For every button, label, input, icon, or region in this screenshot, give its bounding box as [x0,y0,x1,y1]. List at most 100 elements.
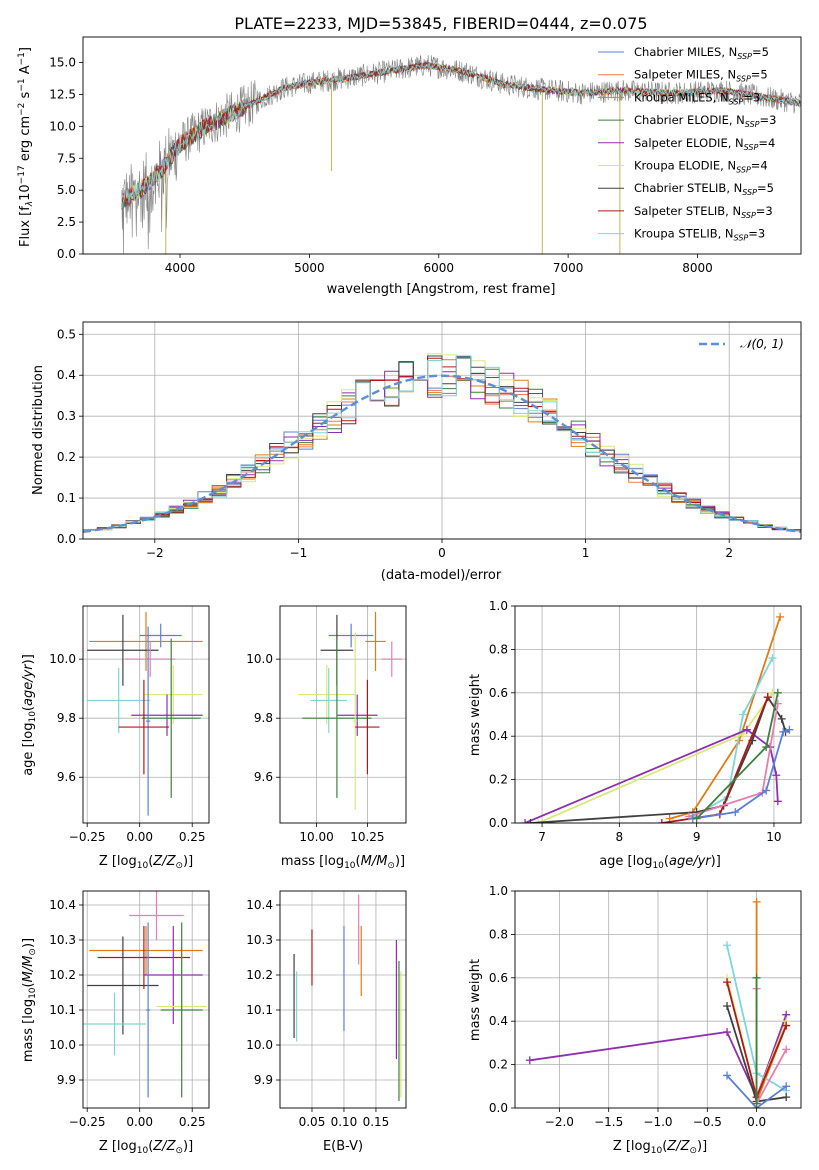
x-tick-label: 7 [538,830,546,844]
weight-marker [731,808,740,817]
model-fit-kroupa-stelib [121,62,801,210]
y-tick-label: 9.8 [254,711,273,725]
y-tick-label: 0.4 [489,1014,508,1028]
weight-marker [723,941,732,950]
series-group [293,894,402,1101]
x-tick-label: −1.0 [643,1115,672,1129]
weight-marker [762,743,771,752]
y-tick-label: 10.4 [246,898,273,912]
series-group [83,891,207,1098]
y-tick-label: 10.3 [49,933,76,947]
weight-marker [657,819,666,823]
y-tick-label: 9.9 [57,1073,76,1087]
y-tick-label: 0.0 [57,532,76,546]
y-tick-label: 10.0 [49,119,76,133]
weight-marker [742,725,751,734]
y-tick-label: 9.8 [57,711,76,725]
x-tick-label: 8 [616,830,624,844]
weight-vs-metallicity-panel: Z [log10(Z/Z⊙)] mass weight −2.0 −1.5 −1.0… [468,884,802,1156]
mass-vs-ebv-panel: E(B-V) 0.05 0.10 0.15 9.9 10.0 10.1 10.2 10.3 10… [246,890,407,1154]
weight-marker [776,612,785,621]
legend-label: Kroupa MILES, NSSP=3 [634,90,760,106]
y-tick-label: 0.0 [489,816,508,830]
mass-z-ylabel: mass [log10(M/M⊙)] [21,938,38,1062]
legend-label: Salpeter MILES, NSSP=5 [634,68,768,84]
y-tick-label: 1.0 [489,884,508,898]
observed-spectrum [121,55,801,254]
y-tick-label: 12.5 [49,87,76,101]
ebv-xlabel: E(B-V) [323,1139,363,1154]
mass-z-xlabel: Z [log10(Z/Z⊙)] [99,1139,193,1156]
x-tick-label: −0.5 [693,1115,722,1129]
axes-frame [82,605,210,824]
plot-area [83,322,801,540]
x-tick-label: 1 [582,546,590,560]
plot-area [121,55,801,254]
x-tick-label: 0.10 [331,1115,358,1129]
weight-age-ylabel: mass weight [468,674,483,756]
series-group [525,897,791,1108]
weight-marker [782,1093,791,1102]
weight-marker [779,727,788,736]
x-tick-label: 0.00 [126,1115,153,1129]
y-tick-label: 5.0 [57,183,76,197]
weight-marker [768,654,777,663]
y-tick-label: 2.5 [57,215,76,229]
weight-line [695,692,779,820]
weight-marker [772,771,781,780]
x-tick-label: 0.05 [299,1115,326,1129]
x-tick-label: 9 [693,830,701,844]
x-tick-label: 0.00 [126,830,153,844]
weight-vs-age-panel: age [log10(age/yr)] mass weight 7 8 9 10 0.0… [468,599,802,871]
weight-marker [526,819,535,823]
weight-z-xlabel: Z [log10(Z/Z⊙)] [613,1139,707,1156]
plot-area [83,891,209,1108]
y-tick-label: 10.1 [49,1003,76,1017]
y-tick-label: 0.1 [57,491,76,505]
y-tick-label: 0.5 [57,327,76,341]
residual-xlabel: (data-model)/error [381,568,502,583]
x-tick-label: 6000 [423,261,454,275]
series-group [121,55,801,254]
weight-age-xlabel: age [log10(age/yr)] [599,854,721,871]
spectrum-panel: wavelength [Angstrom, rest frame] Flux [… [17,36,802,297]
x-tick-label: 10.25 [350,830,384,844]
weight-marker [762,786,771,795]
legend-label: Kroupa STELIB, NSSP=3 [634,227,765,243]
weight-marker [752,897,761,906]
weight-line [726,1074,787,1108]
legend-label: Kroupa ELODIE, NSSP=4 [634,159,768,175]
weight-marker [763,693,772,702]
axes-frame [514,605,802,824]
weight-marker [723,1002,732,1011]
weight-line [669,616,781,820]
x-tick-label: 0.25 [179,1115,206,1129]
weight-line [529,1014,788,1100]
y-tick-label: 10.0 [49,1038,76,1052]
axes-frame [82,890,210,1109]
y-tick-label: 10.2 [246,968,273,982]
legend-label: Chabrier STELIB, NSSP=5 [634,181,774,197]
y-tick-label: 0.4 [57,368,76,382]
figure-title: PLATE=2233, MJD=53845, FIBERID=0444, z=0… [234,14,647,33]
legend-label: Chabrier ELODIE, NSSP=3 [634,113,776,129]
weight-marker [723,1071,732,1080]
weight-line [692,657,774,818]
x-tick-label: 10.00 [299,830,333,844]
plot-area [515,890,801,1109]
x-tick-label: 8000 [682,261,713,275]
y-tick-label: 10.0 [246,1038,273,1052]
residual-legend: 𝒩(0, 1) [699,337,784,351]
weight-marker [773,797,782,806]
weight-marker [777,714,786,723]
weight-marker [521,819,530,823]
age-z-xlabel: Z [log10(Z/Z⊙)] [99,854,193,871]
weight-marker [752,973,761,982]
series-group [87,611,203,816]
legend-label: 𝒩(0, 1) [740,337,784,351]
y-tick-label: 1.0 [489,599,508,613]
y-tick-label: 7.5 [57,151,76,165]
gaussian-reference [83,374,801,533]
y-tick-label: 10.1 [246,1003,273,1017]
